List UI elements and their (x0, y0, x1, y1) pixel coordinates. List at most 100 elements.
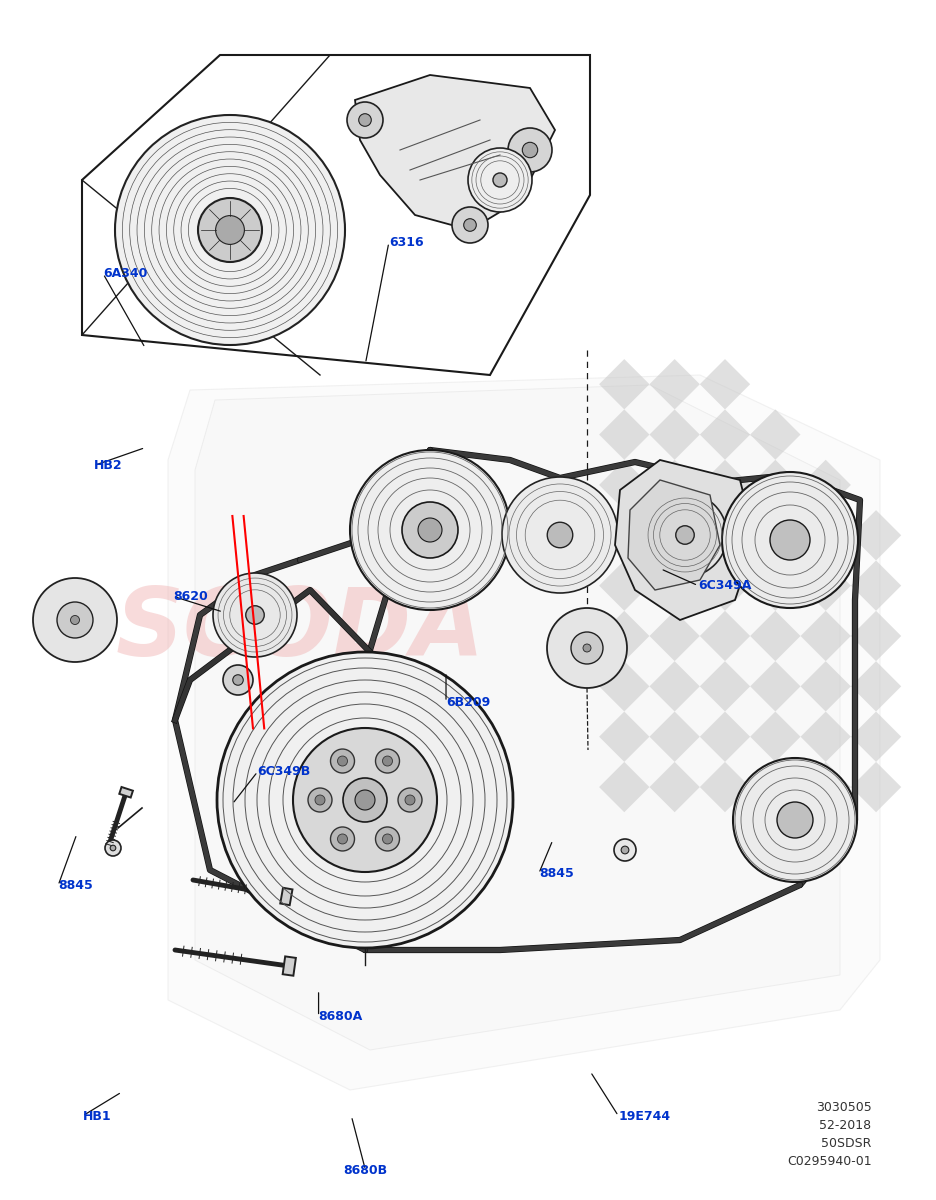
Circle shape (70, 616, 80, 624)
Polygon shape (649, 661, 699, 712)
Polygon shape (699, 661, 750, 712)
Polygon shape (850, 762, 900, 812)
Circle shape (232, 674, 243, 685)
Polygon shape (627, 480, 719, 590)
Text: 6A340: 6A340 (103, 268, 147, 280)
Polygon shape (699, 359, 750, 409)
Circle shape (776, 802, 812, 838)
Circle shape (355, 790, 374, 810)
Polygon shape (598, 510, 649, 560)
Circle shape (722, 472, 857, 608)
Circle shape (223, 665, 253, 695)
Circle shape (398, 788, 421, 812)
Text: SCODA: SCODA (115, 584, 484, 676)
Circle shape (308, 788, 331, 812)
Polygon shape (850, 611, 900, 661)
Text: HB2: HB2 (94, 460, 123, 472)
Polygon shape (750, 712, 799, 762)
Circle shape (217, 652, 512, 948)
Polygon shape (649, 409, 699, 460)
Polygon shape (598, 560, 649, 611)
Circle shape (570, 632, 603, 664)
Polygon shape (850, 510, 900, 560)
Circle shape (346, 102, 383, 138)
Polygon shape (699, 409, 750, 460)
Circle shape (521, 143, 537, 157)
Text: 6C349B: 6C349B (257, 766, 311, 778)
Circle shape (404, 794, 415, 805)
Polygon shape (614, 460, 754, 620)
Circle shape (105, 840, 121, 856)
Polygon shape (699, 712, 750, 762)
Circle shape (451, 206, 488, 242)
Text: C0295940-01: C0295940-01 (786, 1154, 870, 1168)
Text: HB1: HB1 (82, 1110, 111, 1122)
Polygon shape (598, 409, 649, 460)
Polygon shape (649, 560, 699, 611)
Text: 8680A: 8680A (318, 1010, 362, 1022)
Circle shape (463, 218, 475, 232)
Circle shape (467, 148, 532, 212)
Circle shape (507, 128, 551, 172)
Polygon shape (699, 611, 750, 661)
Text: 6B209: 6B209 (446, 696, 490, 708)
Circle shape (502, 476, 618, 593)
Circle shape (343, 778, 387, 822)
Polygon shape (850, 661, 900, 712)
Polygon shape (598, 460, 649, 510)
Polygon shape (750, 460, 799, 510)
Circle shape (375, 827, 399, 851)
Polygon shape (750, 762, 799, 812)
Circle shape (402, 502, 458, 558)
Circle shape (375, 749, 399, 773)
Circle shape (115, 115, 344, 346)
Polygon shape (598, 359, 649, 409)
Polygon shape (283, 956, 296, 976)
Polygon shape (598, 661, 649, 712)
Polygon shape (750, 611, 799, 661)
Circle shape (293, 728, 436, 872)
Polygon shape (799, 661, 850, 712)
Polygon shape (799, 560, 850, 611)
Polygon shape (750, 661, 799, 712)
Polygon shape (699, 560, 750, 611)
Circle shape (337, 756, 347, 766)
Polygon shape (699, 460, 750, 510)
Text: 8845: 8845 (58, 880, 93, 892)
Circle shape (613, 839, 636, 862)
Circle shape (350, 450, 509, 610)
Polygon shape (799, 762, 850, 812)
Polygon shape (699, 510, 750, 560)
Polygon shape (649, 510, 699, 560)
Polygon shape (598, 712, 649, 762)
Circle shape (732, 758, 856, 882)
Polygon shape (850, 560, 900, 611)
Text: 8845: 8845 (538, 868, 573, 880)
Text: 50SDSR: 50SDSR (820, 1136, 870, 1150)
Polygon shape (280, 888, 292, 905)
Circle shape (57, 602, 93, 638)
Text: 8620: 8620 (173, 590, 208, 602)
Circle shape (245, 606, 264, 624)
Circle shape (33, 578, 117, 662)
Circle shape (582, 644, 591, 652)
Circle shape (769, 520, 809, 560)
Circle shape (110, 845, 116, 851)
Circle shape (642, 493, 726, 577)
Polygon shape (649, 712, 699, 762)
Polygon shape (799, 712, 850, 762)
Circle shape (382, 834, 392, 844)
Polygon shape (119, 787, 133, 798)
Polygon shape (750, 409, 799, 460)
Circle shape (197, 198, 262, 262)
Polygon shape (699, 762, 750, 812)
Text: 52-2018: 52-2018 (818, 1118, 870, 1132)
Polygon shape (799, 460, 850, 510)
Polygon shape (649, 762, 699, 812)
Text: 3030505: 3030505 (815, 1100, 870, 1114)
Circle shape (314, 794, 325, 805)
Polygon shape (750, 510, 799, 560)
Circle shape (337, 834, 347, 844)
Polygon shape (598, 611, 649, 661)
Polygon shape (168, 374, 879, 1090)
